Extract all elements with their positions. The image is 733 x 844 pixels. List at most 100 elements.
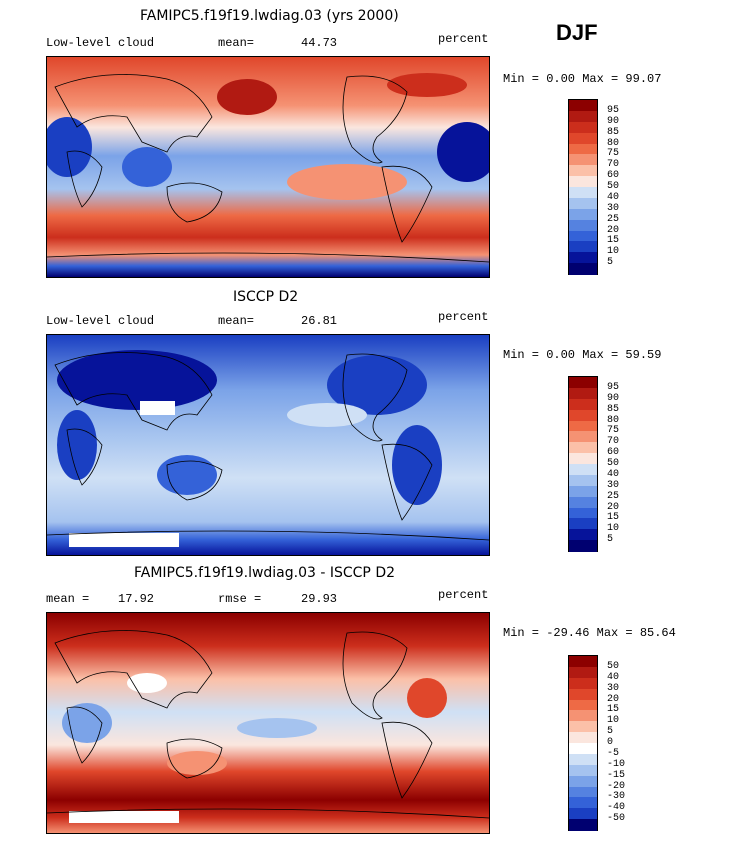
colorbar-level-label: 70 — [607, 159, 620, 171]
colorbar-swatch — [569, 165, 597, 177]
colorbar-level-label: 25 — [607, 213, 620, 225]
panel2-field-svg — [47, 335, 489, 555]
colorbar-swatch — [569, 241, 597, 253]
colorbar-swatch — [569, 387, 597, 400]
panel2-mean-value: 26.81 — [301, 314, 338, 328]
panel1-australia-low — [122, 147, 172, 187]
colorbar-level-label: 95 — [607, 381, 620, 393]
colorbar-swatch — [569, 197, 597, 210]
colorbar-swatch — [569, 529, 597, 541]
colorbar-swatch — [569, 143, 597, 155]
colorbar-swatch — [569, 677, 597, 690]
colorbar-swatch — [569, 764, 597, 777]
panel3-mean-label: mean = — [46, 592, 90, 606]
panel2-australia-low — [157, 455, 217, 495]
colorbar-swatch — [569, 132, 597, 144]
panel1-map — [46, 56, 490, 278]
panel3-tropical-negative — [237, 718, 317, 738]
colorbar-level-label: -20 — [607, 780, 626, 792]
colorbar-level-label: 75 — [607, 425, 620, 437]
colorbar-swatch — [569, 775, 597, 787]
colorbar-level-label: 80 — [607, 137, 620, 149]
colorbar-swatch — [569, 743, 597, 755]
colorbar-level-label: 85 — [607, 126, 620, 138]
panel3-missing-antarctica — [69, 811, 179, 823]
colorbar-level-label: 15 — [607, 704, 620, 716]
colorbar-swatch — [569, 252, 597, 264]
colorbar-swatch — [569, 398, 597, 411]
panel3-mean-value: 17.92 — [118, 592, 155, 606]
panel2-america-low — [327, 355, 427, 415]
panel1-africa-low — [437, 122, 489, 182]
panel3-map — [46, 612, 490, 834]
colorbar-level-label: 95 — [607, 104, 620, 116]
colorbar-level-label: 30 — [607, 479, 620, 491]
panel1-min-max: Min = 0.00 Max = 99.07 — [503, 72, 662, 86]
panel3-rmse-label: rmse = — [218, 592, 262, 606]
panel2-map — [46, 334, 490, 556]
panel1-variable-label: Low-level cloud — [46, 36, 155, 50]
colorbar-swatch — [569, 797, 597, 809]
colorbar-level-label: 80 — [607, 414, 620, 426]
colorbar-swatch — [569, 819, 597, 831]
colorbar-level-label: -40 — [607, 802, 626, 814]
panel3-south-america-positive — [407, 678, 447, 718]
panel2-africa-low — [57, 410, 97, 480]
panel2-units: percent — [438, 310, 489, 324]
colorbar-level-label: 50 — [607, 660, 620, 672]
panel2-asia-low — [57, 350, 217, 410]
colorbar-level-label: -5 — [607, 747, 620, 759]
panel2-colorbar: 95 90 85 80 75 70 60 50 40 30 25 20 15 10 5 — [568, 376, 619, 552]
colorbar-level-label: 60 — [607, 447, 620, 459]
colorbar-swatch — [569, 710, 597, 722]
colorbar-level-label: 30 — [607, 682, 620, 694]
colorbar-swatch — [569, 453, 597, 465]
colorbar-level-label: 40 — [607, 468, 620, 480]
colorbar-level-label: 25 — [607, 490, 620, 502]
panel1-se-pacific-blob — [287, 164, 407, 200]
colorbar-level-label: 70 — [607, 436, 620, 448]
colorbar-swatch — [569, 753, 597, 766]
colorbar-swatch — [569, 110, 597, 123]
colorbar-swatch — [569, 100, 597, 112]
colorbar-level-label: 15 — [607, 235, 620, 247]
colorbar-level-label: 50 — [607, 181, 620, 192]
colorbar-swatch — [569, 518, 597, 530]
colorbar-level-label: -50 — [607, 813, 626, 825]
panel1-title: FAMIPC5.f19f19.lwdiag.03 (yrs 2000) — [140, 8, 399, 24]
colorbar-swatch — [569, 656, 597, 668]
colorbar-level-label: -15 — [607, 769, 626, 781]
panel1-colorbar: 95 90 85 80 75 70 60 50 40 30 25 20 15 10 5 — [568, 99, 619, 275]
panel1-nw-pacific-blob — [217, 79, 277, 115]
colorbar-swatch — [569, 208, 597, 221]
colorbar-swatch — [569, 154, 597, 166]
panel3-coastlines — [47, 630, 489, 819]
colorbar-swatch — [569, 230, 597, 242]
colorbar-level-label: 90 — [607, 115, 620, 127]
colorbar-level-label: 0 — [607, 737, 614, 748]
panel3-australia-positive — [167, 751, 227, 775]
panel2-missing-antarctica — [69, 533, 179, 547]
panel2-ne-pacific-blob — [287, 403, 367, 427]
panel2-coastlines — [47, 352, 489, 541]
colorbar-level-label: 15 — [607, 512, 620, 524]
colorbar-level-label: 85 — [607, 403, 620, 415]
colorbar-swatch — [569, 219, 597, 231]
colorbar-swatch — [569, 786, 597, 798]
colorbar-swatch — [569, 699, 597, 711]
panel1-mean-label: mean= — [218, 36, 255, 50]
panel3-colorbar: 50 40 30 20 15 10 5 0 -5 -10 -15 -20 -30 -40 -50 — [568, 655, 625, 831]
colorbar-swatch — [569, 409, 597, 421]
panel1-north-atlantic-blob — [387, 73, 467, 97]
panel3-units: percent — [438, 588, 489, 602]
season-label: DJF — [556, 20, 598, 45]
colorbar-swatch — [569, 485, 597, 498]
panel2-title: ISCCP D2 — [233, 289, 299, 305]
colorbar-swatch — [569, 263, 597, 275]
colorbar-level-label: 40 — [607, 671, 620, 683]
colorbar-level-label: -10 — [607, 758, 626, 770]
colorbar-swatch — [569, 431, 597, 443]
panel2-mean-label: mean= — [218, 314, 255, 328]
colorbar-level-label: 10 — [607, 246, 620, 258]
